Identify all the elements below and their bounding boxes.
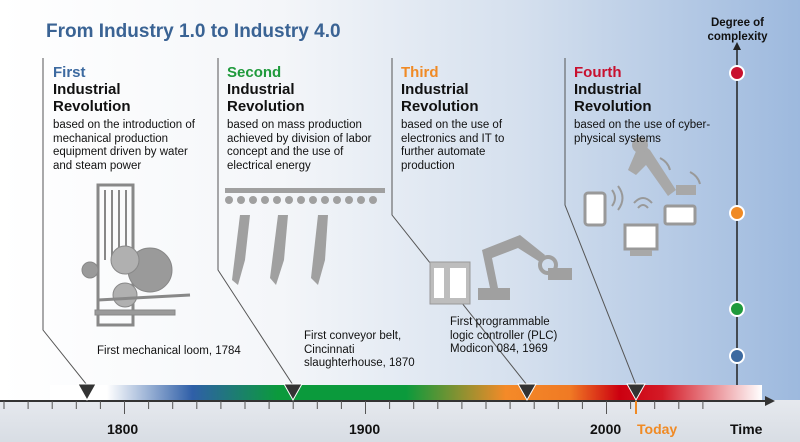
- complexity-dot-fourth: [729, 65, 745, 81]
- heading: Revolution: [53, 98, 131, 115]
- timeline-bar: [50, 385, 762, 401]
- revolution-fourth: Fourth Industrial Revolution based on th…: [574, 64, 744, 146]
- revolution-third: Third Industrial Revolution based on the…: [401, 64, 571, 173]
- conveyor-illustration: [225, 188, 385, 285]
- page-title: From Industry 1.0 to Industry 4.0: [46, 21, 341, 42]
- complexity-dot-third: [729, 205, 745, 221]
- tick-label-2000: 2000: [590, 421, 622, 437]
- conveyor-roller: [237, 196, 245, 204]
- cyber-physical-illustration: [583, 137, 701, 256]
- conveyor-roller: [321, 196, 329, 204]
- milestone-first: First mechanical loom, 1784: [97, 345, 241, 357]
- complexity-axis-label: Degree of complexity: [707, 17, 768, 43]
- complexity-dot-first: [729, 348, 745, 364]
- heading: Industrial: [53, 81, 121, 98]
- conveyor-roller: [309, 196, 317, 204]
- milestone-triangle: [626, 383, 646, 402]
- ordinal: Second: [227, 64, 282, 81]
- conveyor-roller: [297, 196, 305, 204]
- conveyor-roller: [357, 196, 365, 204]
- conveyor-roller: [285, 196, 293, 204]
- conveyor-roller: [225, 196, 233, 204]
- revolution-first: First Industrial Revolution based on the…: [53, 64, 223, 173]
- description: based on the use of cyber-physical syste…: [574, 119, 711, 145]
- milestone-triangle: [77, 383, 97, 402]
- conveyor-roller: [369, 196, 377, 204]
- conveyor-roller: [249, 196, 257, 204]
- description: based on the use of electronics and IT t…: [401, 119, 505, 172]
- conveyor-roller: [273, 196, 281, 204]
- conveyor-roller: [345, 196, 353, 204]
- milestone-triangle: [283, 383, 303, 402]
- plc-robot-illustration: [429, 235, 572, 305]
- tick-label-1900: 1900: [349, 421, 381, 437]
- today-label: Today: [637, 421, 678, 437]
- time-axis-arrow: [765, 396, 775, 406]
- timeline-background: [0, 400, 800, 442]
- complexity-dot-second: [729, 301, 745, 317]
- tick-label-1800: 1800: [107, 421, 139, 437]
- description: based on mass production achieved by div…: [227, 119, 372, 172]
- loom-illustration: [81, 183, 191, 327]
- heading: Revolution: [574, 98, 652, 115]
- description: based on the introduction of mechanical …: [53, 119, 195, 172]
- ordinal: Third: [401, 64, 439, 81]
- milestone-third: First programmable logic controller (PLC…: [450, 316, 558, 355]
- heading: Industrial: [574, 81, 642, 98]
- milestone-second: First conveyor belt, Cincinnati slaughte…: [304, 330, 415, 369]
- ordinal: Fourth: [574, 64, 622, 81]
- heading: Revolution: [227, 98, 305, 115]
- heading: Industrial: [401, 81, 469, 98]
- time-axis-label: Time: [730, 421, 763, 437]
- heading: Industrial: [227, 81, 295, 98]
- milestone-triangle: [517, 383, 537, 402]
- conveyor-roller: [333, 196, 341, 204]
- connector-third: [391, 58, 528, 386]
- connector-second: [217, 58, 294, 386]
- conveyor-roller: [261, 196, 269, 204]
- connector-first: [42, 58, 88, 386]
- ordinal: First: [53, 64, 86, 81]
- connector-fourth: [564, 58, 637, 386]
- heading: Revolution: [401, 98, 479, 115]
- revolution-second: Second Industrial Revolution based on ma…: [227, 64, 397, 173]
